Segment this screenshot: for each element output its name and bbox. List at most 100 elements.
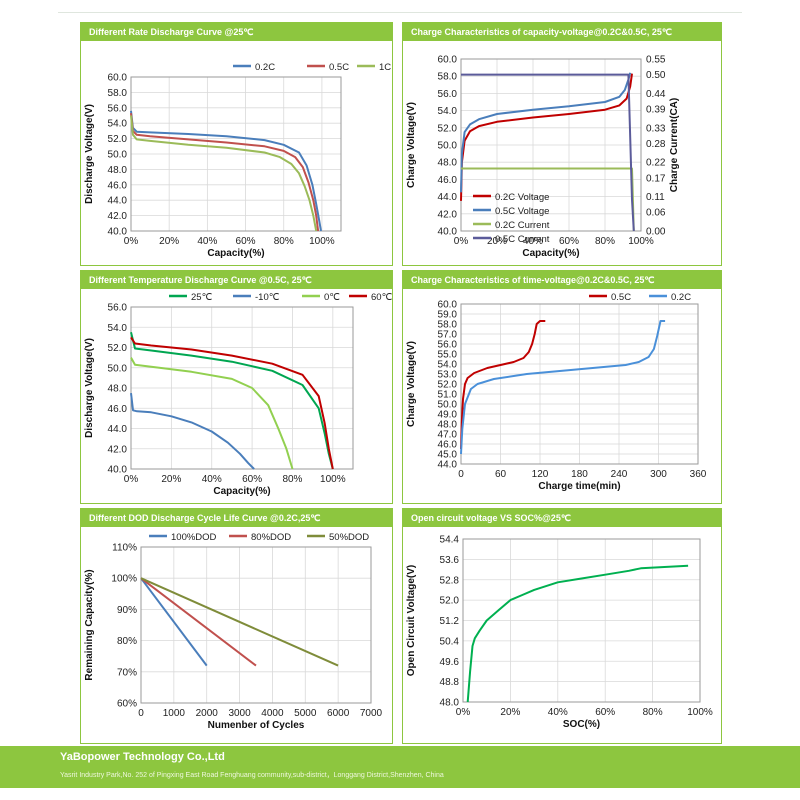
temperature-discharge-chart: 40.0 42.0 44.0 46.0 48.0 50.0 52.0 54.0 56.0 0% 20… bbox=[84, 292, 392, 497]
y-tick-label: 58.0 bbox=[438, 320, 458, 331]
y-tick-label: 110% bbox=[112, 543, 137, 554]
y-axis-title: Discharge Voltage(V) bbox=[84, 338, 95, 438]
plot-frame bbox=[460, 58, 642, 232]
y2-tick-label: 0.39 bbox=[646, 105, 666, 116]
plot-frame bbox=[460, 303, 699, 465]
legend-label: 25℃ bbox=[191, 292, 213, 303]
y2-tick-label: 0.55 bbox=[646, 55, 666, 66]
y2-axis-title: Charge Current(CA) bbox=[669, 98, 680, 192]
y-tick-label: 46.0 bbox=[438, 175, 458, 186]
y-tick-label: 52.0 bbox=[440, 596, 460, 607]
panel-title: Different Rate Discharge Curve @25℃ bbox=[81, 23, 392, 41]
y-tick-label: 48.8 bbox=[440, 677, 460, 688]
y-tick-label: 60.0 bbox=[438, 300, 458, 311]
y-tick-label: 60% bbox=[117, 699, 137, 710]
1c-series-line bbox=[130, 115, 318, 232]
y-tick-label: 44.0 bbox=[108, 424, 128, 435]
legend-label: 0.2C bbox=[671, 292, 691, 303]
100-dod-series-line bbox=[140, 577, 208, 667]
0-5c-series-line bbox=[130, 113, 320, 232]
y-tick-label: 46.0 bbox=[108, 404, 128, 415]
company-name: YaBopower Technology Co.,Ltd bbox=[60, 751, 225, 763]
x-tick-label: 0% bbox=[456, 707, 471, 718]
x-tick-label: 60 bbox=[495, 469, 507, 480]
y-tick-label: 57.0 bbox=[438, 330, 458, 341]
x-tick-label: 20% bbox=[159, 236, 179, 247]
x-axis-title: Capacity(%) bbox=[213, 486, 270, 497]
y-tick-label: 55.0 bbox=[438, 350, 458, 361]
y2-tick-label: 0.06 bbox=[646, 208, 666, 219]
x-tick-label: 80% bbox=[282, 474, 302, 485]
y-tick-label: 50.0 bbox=[438, 400, 458, 411]
dod-cycle-life-panel: Different DOD Discharge Cycle Life Curve… bbox=[80, 508, 393, 744]
x-axis-title: Numenber of Cycles bbox=[208, 720, 305, 731]
25-series-line bbox=[130, 332, 334, 470]
dod-cycle-life-chart: 60% 70% 80% 90% 100% 110% 0 1000 2000 3000 4000 500… bbox=[84, 532, 383, 731]
x-tick-label: 40% bbox=[548, 707, 568, 718]
x-tick-label: 6000 bbox=[327, 708, 350, 719]
temperature-discharge-panel: Different Temperature Discharge Curve @0… bbox=[80, 270, 393, 504]
rate-discharge-chart: 40.0 42.0 44.0 46.0 48.0 50.0 52.0 54.0 56.0 58.0… bbox=[84, 62, 391, 259]
y-tick-label: 70% bbox=[117, 667, 137, 678]
y-tick-label: 54.0 bbox=[438, 360, 458, 371]
x-tick-label: 1000 bbox=[163, 708, 186, 719]
y-tick-label: 56.0 bbox=[438, 89, 458, 100]
y-tick-label: 50.4 bbox=[440, 636, 460, 647]
x-tick-label: 360 bbox=[690, 469, 707, 480]
y-tick-label: 44.0 bbox=[108, 196, 128, 207]
y-tick-label: 52.0 bbox=[438, 123, 458, 134]
x-tick-label: 20% bbox=[487, 236, 507, 247]
y-tick-label: 50.0 bbox=[438, 141, 458, 152]
y-tick-label: 48.0 bbox=[438, 158, 458, 169]
y2-tick-label: 0.00 bbox=[646, 227, 666, 238]
y-tick-label: 60.0 bbox=[438, 55, 458, 66]
y-tick-label: 58.0 bbox=[108, 88, 128, 99]
y-tick-label: 52.0 bbox=[108, 134, 128, 145]
x-tick-label: 40% bbox=[523, 236, 543, 247]
x-tick-label: 60% bbox=[559, 236, 579, 247]
y-axis-title: Charge Voltage(V) bbox=[406, 102, 417, 188]
x-tick-label: 60% bbox=[236, 236, 256, 247]
y-tick-label: 50.0 bbox=[108, 363, 128, 374]
x-tick-label: 180 bbox=[571, 469, 588, 480]
y-tick-label: 49.6 bbox=[440, 657, 460, 668]
company-address: Yasrit Industry Park,No. 252 of Pingxing… bbox=[60, 772, 444, 779]
plot-frame bbox=[140, 546, 372, 704]
0-5c-voltage-series-line bbox=[460, 72, 632, 193]
y-tick-label: 49.0 bbox=[438, 410, 458, 421]
plot-frame bbox=[130, 76, 342, 232]
x-tick-label: 0 bbox=[458, 469, 464, 480]
0-2c-series-line bbox=[460, 320, 666, 455]
x-tick-label: 0% bbox=[454, 236, 469, 247]
legend-label: 1C bbox=[379, 62, 391, 73]
x-tick-label: 120 bbox=[532, 469, 549, 480]
y-tick-label: 48.0 bbox=[438, 420, 458, 431]
y-tick-label: 56.0 bbox=[438, 340, 458, 351]
y-tick-label: 42.0 bbox=[438, 209, 458, 220]
y-tick-label: 48.0 bbox=[440, 698, 460, 709]
y-axis-title: Open Circuit Voltage(V) bbox=[406, 565, 417, 677]
legend-label: 0.2C Voltage bbox=[495, 192, 549, 203]
panel-title: Charge Characteristics of time-voltage@0… bbox=[403, 271, 721, 289]
y-tick-label: 53.6 bbox=[440, 555, 460, 566]
x-tick-label: 100% bbox=[320, 474, 346, 485]
top-rule bbox=[58, 12, 742, 13]
y-tick-label: 54.0 bbox=[438, 106, 458, 117]
y-tick-label: 51.2 bbox=[440, 616, 460, 627]
ocv-soc-chart: 48.0 48.8 49.6 50.4 51.2 52.0 52.8 53.6 54.4 0% 20… bbox=[406, 535, 713, 731]
y-tick-label: 60.0 bbox=[108, 73, 128, 84]
0-series-line bbox=[130, 357, 294, 470]
y-tick-label: 58.0 bbox=[438, 72, 458, 83]
y-tick-label: 42.0 bbox=[108, 444, 128, 455]
0-2c-voltage-series-line bbox=[460, 73, 633, 201]
legend-label: 100%DOD bbox=[171, 532, 217, 543]
y-tick-label: 54.4 bbox=[440, 535, 460, 546]
y-tick-label: 50.0 bbox=[108, 150, 128, 161]
x-tick-label: 4000 bbox=[261, 708, 284, 719]
legend-label: 0.5C bbox=[611, 292, 631, 303]
y-tick-label: 44.0 bbox=[438, 460, 458, 471]
50-dod-series-line bbox=[140, 577, 339, 667]
x-tick-label: 20% bbox=[500, 707, 520, 718]
charge-capacity-panel: Charge Characteristics of capacity-volta… bbox=[402, 22, 722, 266]
x-tick-label: 20% bbox=[161, 474, 181, 485]
